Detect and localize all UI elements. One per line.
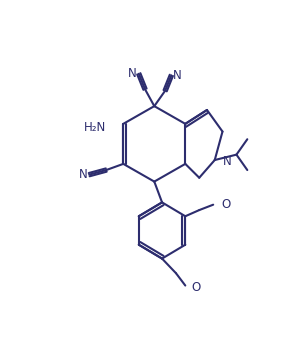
- Text: O: O: [221, 198, 230, 211]
- Text: O: O: [192, 281, 201, 294]
- Text: H₂N: H₂N: [84, 121, 106, 134]
- Text: N: N: [223, 155, 231, 168]
- Text: N: N: [79, 168, 87, 181]
- Text: N: N: [128, 67, 137, 80]
- Text: N: N: [173, 69, 182, 82]
